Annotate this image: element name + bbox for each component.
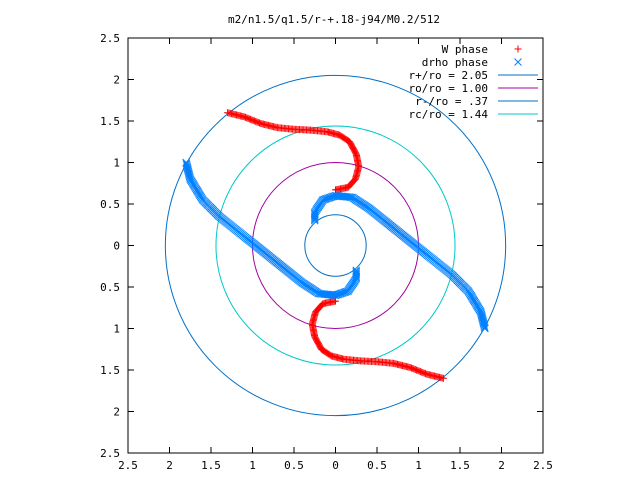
drho-phase-point-stroke <box>479 318 488 326</box>
x-tick-label: 2 <box>166 459 173 472</box>
drho-phase-point-stroke <box>352 269 361 278</box>
drho-phase-point-stroke <box>478 315 487 324</box>
drho-phase-point <box>352 267 361 276</box>
x-tick-label: 1 <box>249 459 256 472</box>
drho-phase-point-stroke <box>310 215 319 224</box>
y-tick-label: 2 <box>113 406 120 419</box>
drho-phase-point <box>310 213 319 222</box>
y-tick-label: 0.5 <box>100 281 120 294</box>
drho-phase-point-stroke <box>185 170 193 178</box>
drho-phase-point-stroke <box>477 310 486 319</box>
drho-phase-point-stroke <box>310 213 319 222</box>
circle-series <box>164 74 507 417</box>
drho-phase-point-stroke <box>335 192 344 200</box>
drho-phase-point-stroke <box>480 322 489 330</box>
x-tick-label: 0 <box>332 459 339 472</box>
y-tick-label: 1 <box>113 323 120 336</box>
drho-phase-point-stroke <box>183 165 192 173</box>
legend-marker-sample-stroke <box>514 58 522 66</box>
legend-label: r+/ro = 2.05 <box>409 69 488 82</box>
drho-phase-point <box>310 216 319 225</box>
drho-phase-point-stroke <box>186 173 194 182</box>
axis-ticks: 2.5 2 1.5 1 0.5 0 0.5 1 1.5 2 2.52.521.510.500.511… <box>100 32 553 472</box>
drho-phase-point-stroke <box>182 161 191 169</box>
drho-phase-point-stroke <box>184 166 192 175</box>
x-tick-label: 2.5 <box>533 459 553 472</box>
drho-phase-point-stroke <box>310 216 319 225</box>
legend-marker-sample <box>514 58 522 66</box>
drho-phase-point-stroke <box>182 158 190 167</box>
chart-title: m2/n1.5/q1.5/r-+.18-j94/M0.2/512 <box>228 13 440 26</box>
drho-phase-point-stroke <box>479 316 487 325</box>
drho-phase-point-stroke <box>477 311 486 320</box>
legend-label: r-/ro = .37 <box>415 95 488 108</box>
drho-phase-point <box>352 266 361 275</box>
drho-phase-point-stroke <box>352 266 361 275</box>
drho-phase-point-stroke <box>478 314 487 323</box>
w-phase-point <box>332 186 339 194</box>
drho-phase-point-stroke <box>479 319 488 328</box>
x-tick-label: 2 <box>498 459 505 472</box>
drho-phase-point-stroke <box>352 267 361 276</box>
y-tick-label: 0 <box>113 240 120 253</box>
y-tick-label: 0.5 <box>100 198 120 211</box>
circle-1.44 <box>215 125 456 366</box>
legend-marker-sample <box>514 45 522 53</box>
drho-phase-point-stroke <box>185 172 194 181</box>
drho-phase-point <box>352 269 361 278</box>
x-tick-label: 2.5 <box>118 459 138 472</box>
y-tick-label: 2 <box>113 74 120 87</box>
drho-phase-point-stroke <box>481 324 489 333</box>
legend-label: ro/ro = 1.00 <box>409 82 488 95</box>
drho-phase-point-stroke <box>185 171 194 180</box>
drho-phase-point-stroke <box>183 163 192 172</box>
x-tick-label: 1.5 <box>201 459 221 472</box>
x-tick-label: 1 <box>415 459 422 472</box>
w-phase-point <box>332 297 339 305</box>
drho-phase-point-stroke <box>477 309 485 318</box>
point-series <box>182 109 489 382</box>
y-tick-label: 1.5 <box>100 364 120 377</box>
drho-phase-point-stroke <box>327 291 336 299</box>
drho-phase-point-stroke <box>182 159 191 168</box>
drho-phase-point <box>310 215 319 224</box>
x-tick-label: 0.5 <box>367 459 387 472</box>
drho-phase-point-stroke <box>184 168 193 177</box>
drho-phase-point-stroke <box>183 162 191 171</box>
legend-label: W phase <box>442 43 488 56</box>
x-tick-label: 0.5 <box>284 459 304 472</box>
legend-label: rc/ro = 1.44 <box>409 108 489 121</box>
drho-phase-point-stroke <box>184 167 193 176</box>
y-tick-label: 1.5 <box>100 115 120 128</box>
drho-phase-point-stroke <box>480 320 488 329</box>
y-tick-label: 1 <box>113 157 120 170</box>
circle-0.37 <box>304 214 367 277</box>
drho-phase-point-stroke <box>480 323 489 332</box>
x-tick-label: 1.5 <box>450 459 470 472</box>
circle-2.05 <box>164 74 507 417</box>
legend-label: drho phase <box>422 56 488 69</box>
y-tick-label: 2.5 <box>100 32 120 45</box>
drho-phase-point-stroke <box>478 313 486 321</box>
y-tick-label: 2.5 <box>100 447 120 460</box>
